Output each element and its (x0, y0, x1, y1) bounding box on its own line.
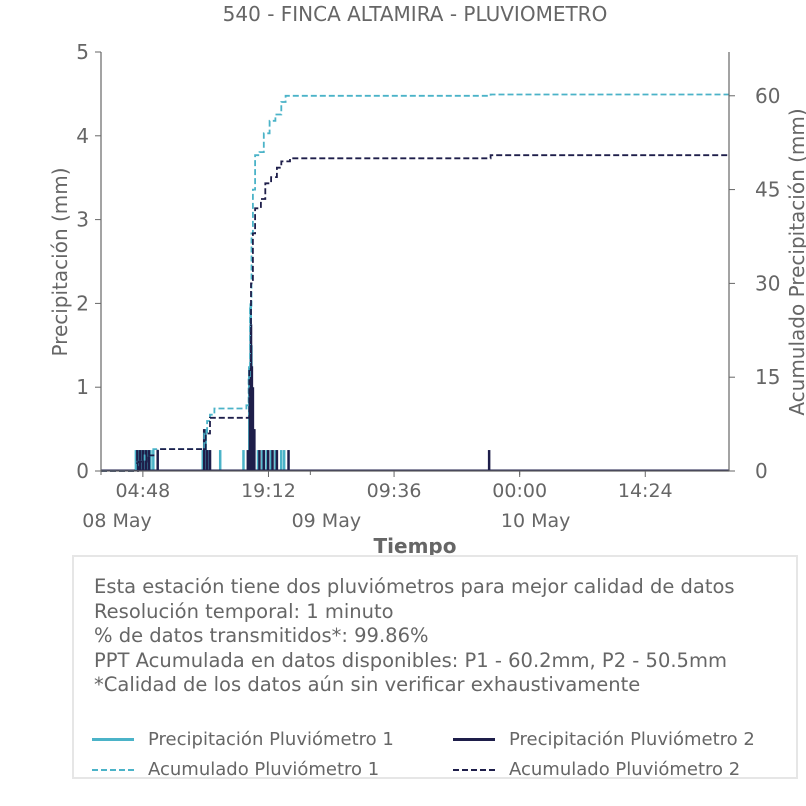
x-tick-label: 09:36 (367, 480, 422, 502)
info-line: Esta estación tiene dos pluviómetros par… (94, 575, 735, 598)
chart-title: 540 - FINCA ALTAMIRA - PLUVIOMETRO (223, 2, 608, 26)
y-left-tick-label: 5 (76, 40, 89, 64)
y-left-tick-label: 2 (76, 291, 89, 315)
x-date-label: 09 May (292, 510, 362, 532)
y-left-tick-label: 3 (76, 208, 89, 232)
info-lines: Esta estación tiene dos pluviómetros par… (94, 575, 735, 698)
x-date-label: 10 May (501, 510, 571, 532)
y-left-tick-label: 1 (76, 375, 89, 399)
y-left-tick-label: 0 (76, 459, 89, 483)
legend-swatch (453, 738, 495, 741)
legend-item-p1: Precipitación Pluviómetro 1 (92, 729, 394, 750)
y-right-tick-label: 45 (755, 178, 780, 202)
x-tick-label: 19:12 (241, 480, 296, 502)
legend-item-p2: Precipitación Pluviómetro 2 (453, 729, 755, 750)
legend-label: Acumulado Pluviómetro 1 (148, 759, 380, 780)
y-axis-right-label: Acumulado Precipitación (mm) (785, 108, 806, 415)
x-tick-label: 04:48 (115, 480, 170, 502)
y-right-tick-label: 0 (755, 459, 768, 483)
y-left-tick-label: 4 (76, 124, 89, 148)
accumulated-line (101, 93, 729, 472)
legend-swatch (92, 768, 134, 771)
legend-item-acc1: Acumulado Pluviómetro 1 (92, 759, 379, 780)
y-right-tick-label: 30 (755, 271, 780, 295)
y-right-tick-label: 60 (755, 84, 780, 108)
y-right-tick-label: 15 (755, 365, 780, 389)
info-line: % de datos transmitidos*: 99.86% (94, 624, 429, 647)
x-axis-label: Tiempo (374, 534, 457, 556)
info-line: *Calidad de los datos aún sin verificar … (94, 673, 641, 696)
info-line: Resolución temporal: 1 minuto (94, 599, 394, 623)
x-date-label: 08 May (82, 510, 152, 532)
legend-label: Acumulado Pluviómetro 2 (509, 759, 741, 780)
x-tick-label: 14:24 (618, 480, 673, 502)
legend-swatch (453, 768, 495, 771)
info-line: PPT Acumulada en datos disponibles: P1 -… (94, 648, 727, 672)
accumulated-line (101, 154, 729, 472)
legend-label: Precipitación Pluviómetro 1 (148, 729, 394, 750)
x-tick-label: 00:00 (492, 480, 547, 502)
info-panel: Esta estación tiene dos pluviómetros par… (72, 555, 798, 780)
precipitation-chart: 540 - FINCA ALTAMIRA - PLUVIOMETRO 0 1 2 3 4… (48, 2, 806, 556)
legend-label: Precipitación Pluviómetro 2 (509, 729, 755, 750)
legend-swatch (92, 738, 134, 741)
y-axis-left-label: Precipitación (mm) (48, 167, 72, 356)
legend-item-acc2: Acumulado Pluviómetro 2 (453, 759, 740, 780)
